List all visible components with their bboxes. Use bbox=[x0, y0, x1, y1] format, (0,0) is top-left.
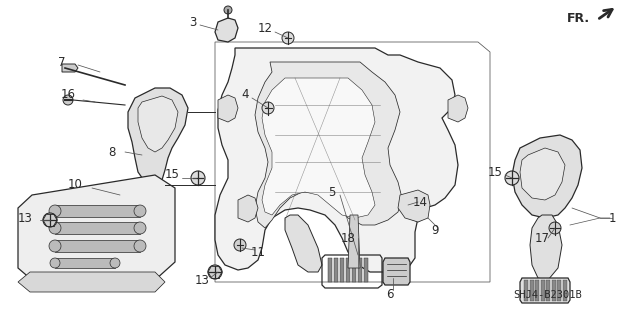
Text: 9: 9 bbox=[431, 224, 439, 236]
Polygon shape bbox=[352, 258, 356, 282]
Text: FR.: FR. bbox=[567, 11, 590, 25]
Polygon shape bbox=[18, 272, 165, 292]
Text: 15: 15 bbox=[488, 166, 502, 179]
Circle shape bbox=[224, 6, 232, 14]
Circle shape bbox=[505, 171, 519, 185]
Polygon shape bbox=[255, 62, 402, 228]
Polygon shape bbox=[346, 258, 350, 282]
Polygon shape bbox=[348, 215, 360, 268]
Polygon shape bbox=[334, 258, 338, 282]
Text: 18: 18 bbox=[340, 232, 355, 244]
Polygon shape bbox=[18, 175, 175, 280]
Text: 7: 7 bbox=[58, 56, 66, 69]
Polygon shape bbox=[262, 78, 375, 218]
Polygon shape bbox=[340, 258, 344, 282]
Text: 13: 13 bbox=[17, 211, 33, 225]
Polygon shape bbox=[557, 280, 561, 301]
Polygon shape bbox=[530, 215, 562, 280]
Polygon shape bbox=[546, 280, 550, 301]
Text: 12: 12 bbox=[257, 21, 273, 34]
Text: 1: 1 bbox=[608, 211, 616, 225]
Polygon shape bbox=[552, 280, 556, 301]
Polygon shape bbox=[238, 195, 258, 222]
Text: 8: 8 bbox=[108, 145, 116, 159]
Polygon shape bbox=[563, 280, 566, 301]
Polygon shape bbox=[218, 95, 238, 122]
Circle shape bbox=[208, 265, 222, 279]
Polygon shape bbox=[524, 280, 528, 301]
Circle shape bbox=[282, 32, 294, 44]
Text: 3: 3 bbox=[189, 16, 196, 28]
Polygon shape bbox=[215, 18, 238, 42]
Text: 13: 13 bbox=[195, 273, 209, 286]
Polygon shape bbox=[520, 148, 565, 200]
Polygon shape bbox=[128, 88, 188, 185]
Polygon shape bbox=[364, 258, 368, 282]
Circle shape bbox=[234, 239, 246, 251]
Circle shape bbox=[549, 222, 561, 234]
Text: 17: 17 bbox=[534, 232, 550, 244]
Polygon shape bbox=[383, 258, 410, 285]
Circle shape bbox=[262, 102, 274, 114]
Circle shape bbox=[134, 222, 146, 234]
Polygon shape bbox=[512, 135, 582, 218]
Circle shape bbox=[110, 258, 120, 268]
Circle shape bbox=[50, 258, 60, 268]
Polygon shape bbox=[285, 215, 322, 272]
Text: 14: 14 bbox=[413, 196, 428, 209]
Circle shape bbox=[43, 213, 57, 227]
Text: 4: 4 bbox=[241, 88, 249, 101]
Polygon shape bbox=[520, 278, 570, 303]
Text: SHJ4-B2301B: SHJ4-B2301B bbox=[514, 290, 582, 300]
Polygon shape bbox=[215, 48, 458, 272]
Polygon shape bbox=[529, 280, 534, 301]
Circle shape bbox=[49, 240, 61, 252]
Text: 16: 16 bbox=[61, 88, 76, 101]
Circle shape bbox=[134, 205, 146, 217]
Circle shape bbox=[63, 95, 73, 105]
Polygon shape bbox=[55, 222, 140, 234]
Text: 6: 6 bbox=[387, 287, 394, 300]
Polygon shape bbox=[62, 64, 78, 72]
Polygon shape bbox=[55, 205, 140, 217]
Polygon shape bbox=[55, 258, 115, 268]
Polygon shape bbox=[398, 190, 430, 222]
Polygon shape bbox=[541, 280, 545, 301]
Polygon shape bbox=[138, 96, 178, 152]
Polygon shape bbox=[328, 258, 332, 282]
Polygon shape bbox=[55, 240, 140, 252]
Polygon shape bbox=[448, 95, 468, 122]
Text: 10: 10 bbox=[68, 179, 83, 191]
Text: 15: 15 bbox=[164, 168, 179, 182]
Polygon shape bbox=[535, 280, 539, 301]
Polygon shape bbox=[358, 258, 362, 282]
Circle shape bbox=[49, 205, 61, 217]
Text: 5: 5 bbox=[328, 186, 336, 198]
Circle shape bbox=[134, 240, 146, 252]
Polygon shape bbox=[408, 195, 428, 222]
Text: 11: 11 bbox=[250, 246, 266, 258]
Circle shape bbox=[191, 171, 205, 185]
Circle shape bbox=[49, 222, 61, 234]
